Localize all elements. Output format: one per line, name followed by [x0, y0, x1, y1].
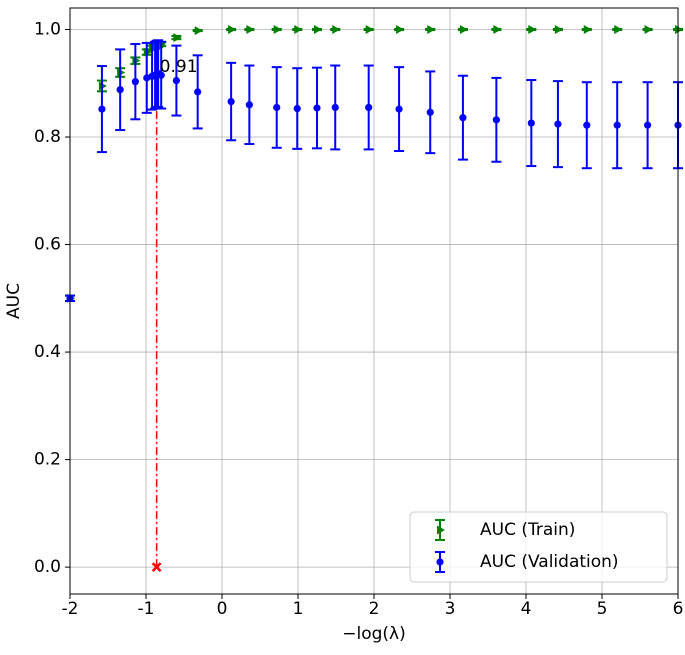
data-point — [314, 25, 322, 35]
data-point — [365, 103, 373, 112]
plot-frame — [69, 7, 679, 595]
data-point — [644, 25, 653, 35]
x-tick-label: 0 — [217, 599, 228, 619]
data-point — [583, 121, 591, 129]
data-point — [157, 71, 165, 79]
data-point — [245, 101, 253, 109]
data-point — [675, 25, 683, 35]
x-tick-label: 2 — [369, 599, 380, 619]
x-tick-label: 1 — [293, 599, 304, 619]
data-point — [116, 86, 124, 94]
data-point — [527, 119, 535, 127]
data-point — [246, 25, 255, 35]
y-axis-label: AUC — [4, 283, 24, 319]
data-point — [294, 25, 303, 35]
data-point — [228, 25, 237, 35]
data-point — [332, 25, 341, 35]
data-point — [395, 105, 403, 113]
data-point — [194, 88, 202, 96]
x-tick-label: 3 — [445, 599, 456, 619]
x-axis-label: −log(λ) — [342, 624, 405, 644]
data-point — [459, 114, 467, 122]
data-point — [459, 25, 468, 35]
data-point — [172, 76, 180, 85]
legend-box — [409, 511, 668, 583]
y-tick-label: 0.6 — [34, 235, 61, 255]
data-point — [98, 105, 106, 113]
data-point — [331, 103, 339, 112]
x-tick-label: 5 — [597, 599, 608, 619]
data-point — [614, 25, 623, 35]
data-point — [493, 25, 502, 35]
data-point — [227, 97, 235, 106]
legend-label: AUC (Train) — [480, 520, 575, 540]
x-tick-label: 6 — [673, 599, 684, 619]
y-tick-label: 1.0 — [34, 20, 61, 40]
data-point — [427, 25, 436, 35]
x-tick-label: -1 — [138, 599, 155, 619]
data-point — [273, 25, 282, 35]
data-point — [644, 121, 652, 129]
data-point — [131, 78, 139, 86]
x-tick-label: 4 — [521, 599, 532, 619]
x-tick-label: -2 — [62, 599, 79, 619]
legend-label: AUC (Validation) — [480, 552, 619, 572]
data-point — [194, 26, 203, 36]
annotation: 0.91 — [160, 57, 198, 77]
data-point — [554, 25, 563, 35]
data-point — [613, 121, 621, 129]
y-tick-label: 0.4 — [34, 342, 61, 362]
data-point — [583, 25, 592, 35]
data-point — [173, 33, 182, 43]
data-point — [528, 25, 537, 35]
legend-marker — [437, 525, 445, 535]
y-tick-label: 0.2 — [34, 450, 61, 470]
data-point — [396, 25, 405, 35]
best-marker — [151, 562, 162, 573]
data-point — [492, 116, 500, 124]
legend-marker — [436, 558, 444, 566]
data-point — [293, 104, 301, 113]
data-point — [554, 120, 562, 128]
y-tick-label: 0.0 — [34, 557, 61, 577]
data-point — [426, 108, 434, 116]
y-tick-label: 0.8 — [34, 127, 61, 147]
data-point — [365, 25, 374, 35]
data-point — [273, 103, 281, 112]
data-point — [313, 104, 321, 112]
